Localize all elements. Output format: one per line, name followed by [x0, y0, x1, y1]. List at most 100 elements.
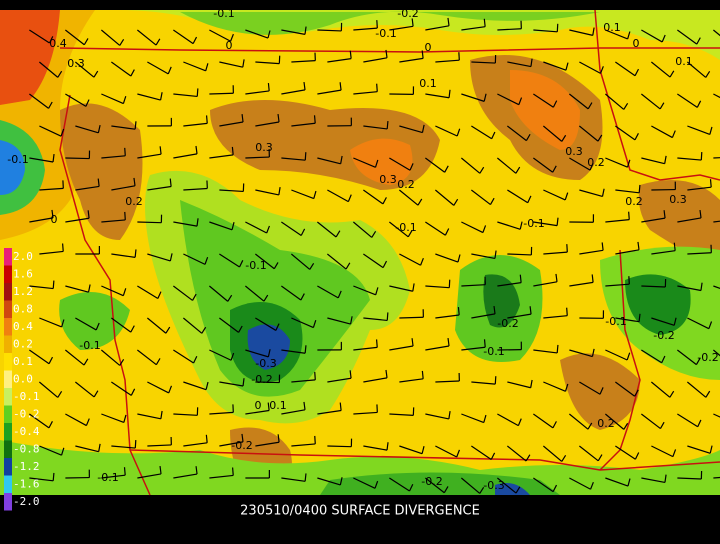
contour-label: -0.1: [395, 221, 416, 234]
barb-flag: [520, 275, 521, 283]
barb-flag: [639, 185, 640, 193]
barb-shaft: [327, 446, 351, 447]
legend-swatch: [4, 441, 12, 459]
barb-flag: [305, 152, 306, 160]
barb-flag: [701, 152, 702, 160]
barb-flag: [135, 121, 136, 129]
contour-label: 0.2: [397, 178, 415, 191]
barb-flag: [557, 345, 558, 353]
legend-swatch: [4, 353, 12, 371]
barb-flag: [125, 212, 126, 220]
contour-label: 0.2: [597, 417, 615, 430]
legend-swatch: [4, 388, 12, 406]
legend-swatch: [4, 301, 12, 319]
contour-label: -0.2: [421, 475, 442, 488]
contour-label: -0.1: [7, 153, 28, 166]
barb-flag: [63, 244, 64, 252]
legend-label: -1.6: [13, 478, 40, 491]
barb-flag: [53, 473, 54, 481]
legend-swatch: [4, 248, 12, 266]
contour-label: 0.1: [675, 55, 693, 68]
barb-flag: [268, 83, 269, 91]
contour-label: -0.2: [697, 351, 718, 364]
legend-swatch: [4, 458, 12, 476]
legend-swatch: [4, 336, 12, 354]
contour-label: -0.1: [375, 27, 396, 40]
barb-flag: [711, 179, 712, 187]
barb-shaft: [209, 93, 233, 94]
legend-label: 0.0: [13, 373, 33, 386]
barb-shaft: [137, 222, 161, 223]
barb-flag: [495, 376, 496, 384]
contour-label: 0.1: [419, 77, 437, 90]
barb-flag: [422, 371, 423, 379]
contour-label: 0.1: [269, 399, 287, 412]
contour-label: 0.3: [669, 193, 687, 206]
contour-label: -0.1: [97, 471, 118, 484]
barb-flag: [387, 121, 388, 129]
contour-label: 0.2: [587, 156, 605, 169]
contour-label: -0.1: [245, 259, 266, 272]
contour-label: 0.1: [603, 21, 621, 34]
barb-flag: [377, 84, 378, 92]
barb-flag: [135, 249, 136, 257]
legend-label: 0.4: [13, 320, 33, 333]
legend-label: -2.0: [13, 495, 40, 508]
legend-label: 0.8: [13, 303, 33, 316]
contour-label: -0.1: [523, 217, 544, 230]
barb-shaft: [399, 317, 423, 318]
barb-flag: [315, 436, 316, 444]
contour-label: 0.3: [565, 145, 583, 158]
legend-label: 2.0: [13, 250, 33, 263]
barb-flag: [135, 440, 136, 448]
barb-flag: [458, 307, 459, 315]
contour-label: 0.2: [625, 195, 643, 208]
contour-label: 0: [633, 37, 640, 50]
barb-flag: [387, 312, 388, 320]
legend-label: 0.1: [13, 355, 33, 368]
legend-swatch: [4, 371, 12, 389]
barb-flag: [350, 51, 351, 59]
barb-flag: [315, 372, 316, 380]
barb-flag: [197, 88, 198, 96]
contour-label: 0.4: [49, 37, 67, 50]
legend-label: 0.2: [13, 338, 33, 351]
barb-flag: [232, 147, 233, 155]
legend-swatch: [4, 423, 12, 441]
barb-flag: [125, 467, 126, 475]
contour-label: -0.2: [251, 373, 272, 386]
contour-label: -0.2: [397, 7, 418, 20]
contour-label: 0.3: [379, 173, 397, 186]
legend-swatch: [4, 476, 12, 494]
legend-label: -0.2: [13, 408, 40, 421]
legend-label: 1.2: [13, 285, 33, 298]
barb-flag: [305, 345, 306, 353]
contour-label: -0.3: [255, 357, 276, 370]
barb-flag: [305, 473, 306, 481]
caption: 230510/0400 SURFACE DIVERGENCE: [240, 504, 480, 519]
barb-flag: [53, 281, 54, 289]
barb-flag: [629, 212, 630, 220]
barb-flag: [233, 467, 234, 475]
contour-label: 0.3: [255, 141, 273, 154]
contour-label: -0.1: [605, 315, 626, 328]
barb-flag: [206, 435, 207, 443]
legend-swatch: [4, 493, 12, 511]
contour-label: 0: [226, 39, 233, 52]
barb-flag: [125, 148, 126, 156]
contour-label: -0.1: [483, 345, 504, 358]
contour-label: 0: [425, 41, 432, 54]
legend-swatch: [4, 318, 12, 336]
contour-label: -0.1: [79, 339, 100, 352]
legend-label: -0.1: [13, 390, 40, 403]
contour-label: 0: [255, 399, 262, 412]
legend-swatch: [4, 266, 12, 284]
barb-flag: [315, 115, 316, 123]
barb-flag: [674, 243, 675, 251]
contour-label: -0.2: [497, 317, 518, 330]
barb-flag: [567, 308, 568, 316]
contour-label: -0.1: [213, 7, 234, 20]
barb-flag: [377, 339, 378, 347]
